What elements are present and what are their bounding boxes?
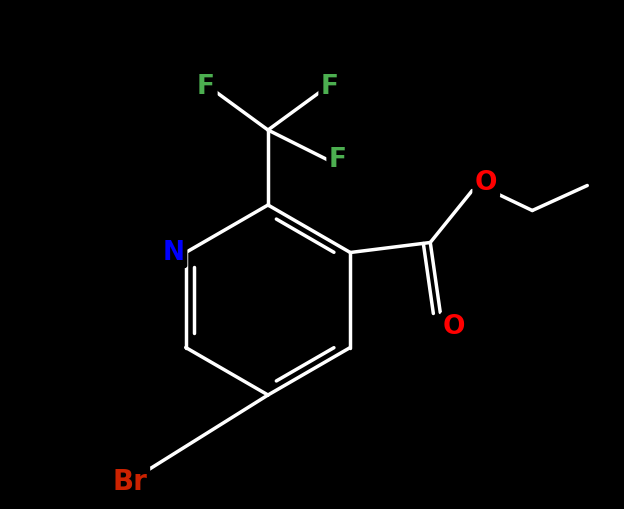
Text: F: F [329, 147, 347, 173]
Text: F: F [321, 74, 339, 100]
Text: O: O [443, 315, 466, 341]
Text: O: O [475, 169, 497, 195]
Text: N: N [163, 240, 185, 266]
Text: Br: Br [112, 468, 147, 496]
Text: F: F [197, 74, 215, 100]
